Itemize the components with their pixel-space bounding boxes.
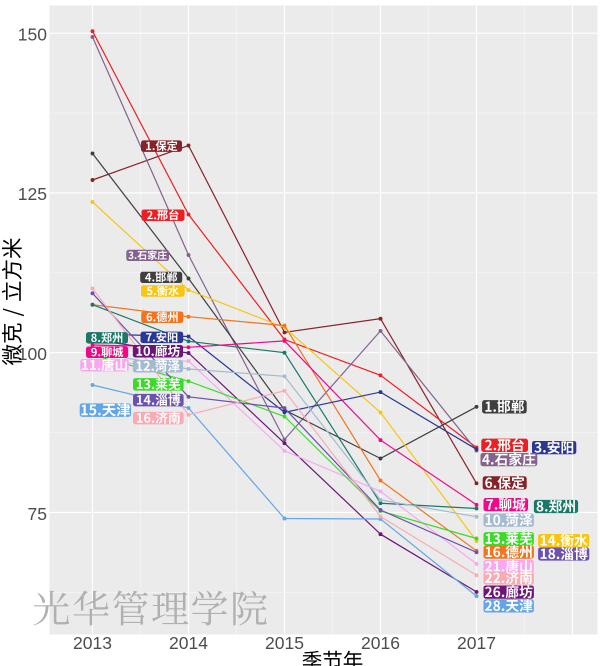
svg-text:150: 150 xyxy=(18,25,47,45)
svg-text:125: 125 xyxy=(18,184,47,204)
svg-text:2014: 2014 xyxy=(169,633,208,653)
svg-text:100: 100 xyxy=(18,344,47,364)
svg-text:2015: 2015 xyxy=(265,633,304,653)
svg-text:2013: 2013 xyxy=(73,633,112,653)
svg-text:2017: 2017 xyxy=(457,633,496,653)
svg-text:2016: 2016 xyxy=(361,633,400,653)
svg-text:75: 75 xyxy=(28,504,47,524)
